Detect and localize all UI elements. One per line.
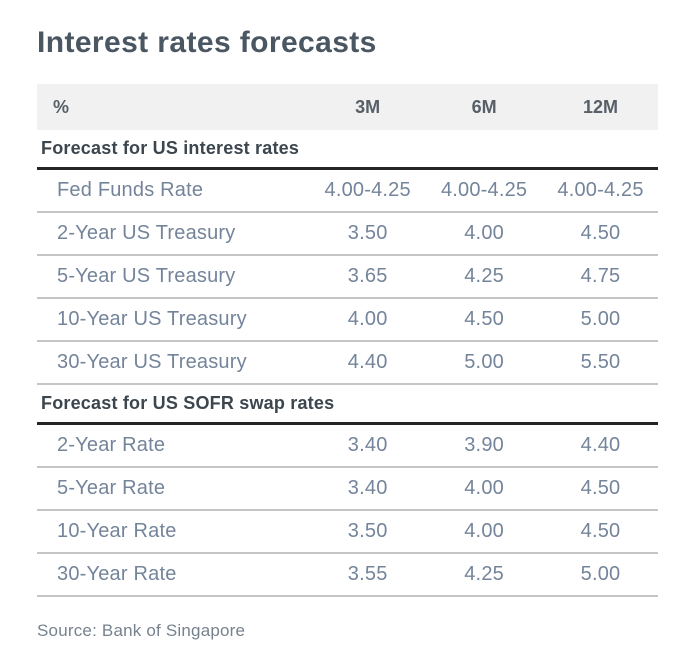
table-row: Fed Funds Rate 4.00-4.25 4.00-4.25 4.00-… <box>37 170 658 213</box>
section-header-us-sofr-swap-rates: Forecast for US SOFR swap rates <box>37 385 658 425</box>
row-value-12m: 5.50 <box>580 351 621 373</box>
row-value-3m: 3.40 <box>347 477 388 499</box>
row-value-12m: 5.00 <box>580 308 621 330</box>
row-value-6m: 3.90 <box>464 434 504 456</box>
row-label: 30-Year Rate <box>57 563 177 585</box>
row-label: Fed Funds Rate <box>57 179 204 201</box>
row-label: 30-Year US Treasury <box>57 351 247 373</box>
row-value-6m: 4.25 <box>464 265 504 287</box>
table-row: 30-Year Rate 3.55 4.25 5.00 <box>37 554 658 597</box>
row-label: 2-Year Rate <box>57 434 166 456</box>
row-value-12m: 4.50 <box>580 520 621 542</box>
row-value-12m: 4.40 <box>580 434 621 456</box>
row-label: 2-Year US Treasury <box>57 222 236 244</box>
row-value-3m: 4.00-4.25 <box>324 179 411 201</box>
row-label: 5-Year US Treasury <box>57 265 236 287</box>
rates-table: % 3M 6M 12M Forecast for US interest rat… <box>37 84 658 597</box>
page-title: Interest rates forecasts <box>37 26 377 59</box>
source-note: Source: Bank of Singapore <box>37 621 246 640</box>
row-label: 10-Year US Treasury <box>57 308 247 330</box>
row-value-3m: 3.50 <box>347 222 388 244</box>
section-header-us-interest-rates: Forecast for US interest rates <box>37 130 658 170</box>
table-row: 10-Year US Treasury 4.00 4.50 5.00 <box>37 299 658 342</box>
row-value-3m: 3.65 <box>347 265 388 287</box>
row-label: 5-Year Rate <box>57 477 166 499</box>
table-row: 2-Year Rate 3.40 3.90 4.40 <box>37 425 658 468</box>
row-value-6m: 4.00 <box>464 477 504 499</box>
table-row: 2-Year US Treasury 3.50 4.00 4.50 <box>37 213 658 256</box>
column-header-6m: 6M <box>471 96 497 117</box>
row-value-12m: 4.50 <box>580 477 621 499</box>
row-value-3m: 4.00 <box>347 308 388 330</box>
table-row: 30-Year US Treasury 4.40 5.00 5.50 <box>37 342 658 385</box>
column-header-12m: 12M <box>583 96 619 117</box>
row-label: 10-Year Rate <box>57 520 177 542</box>
column-header-3m: 3M <box>355 96 381 117</box>
row-value-12m: 4.75 <box>580 265 621 287</box>
row-value-6m: 5.00 <box>464 351 504 373</box>
row-value-6m: 4.00-4.25 <box>440 179 528 201</box>
row-value-6m: 4.25 <box>464 563 504 585</box>
row-value-3m: 3.40 <box>347 434 388 456</box>
table-header-row: % 3M 6M 12M <box>37 84 658 130</box>
table-row: 5-Year Rate 3.40 4.00 4.50 <box>37 468 658 511</box>
row-value-3m: 3.50 <box>347 520 388 542</box>
row-value-3m: 3.55 <box>347 563 388 585</box>
row-value-12m: 4.00-4.25 <box>557 179 644 201</box>
row-value-12m: 5.00 <box>580 563 621 585</box>
row-value-3m: 4.40 <box>347 351 388 373</box>
row-value-6m: 4.50 <box>464 308 504 330</box>
table-row: 5-Year US Treasury 3.65 4.25 4.75 <box>37 256 658 299</box>
row-value-6m: 4.00 <box>464 520 504 542</box>
row-value-12m: 4.50 <box>580 222 621 244</box>
table-row: 10-Year Rate 3.50 4.00 4.50 <box>37 511 658 554</box>
column-header-unit: % <box>53 96 70 117</box>
row-value-6m: 4.00 <box>464 222 504 244</box>
